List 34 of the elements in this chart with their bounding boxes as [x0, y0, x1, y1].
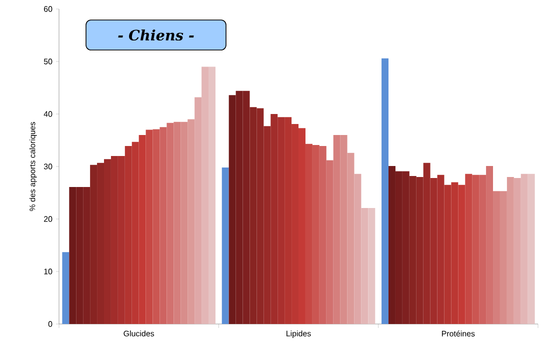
bar: [188, 119, 195, 324]
bar: [222, 168, 229, 324]
bar: [152, 129, 160, 324]
bar: [326, 160, 334, 324]
bar: [146, 130, 153, 324]
bar: [361, 208, 368, 324]
bar: [305, 144, 312, 324]
bar: [160, 127, 167, 324]
bar: [479, 174, 486, 324]
bar: [340, 135, 348, 324]
bar: [62, 252, 70, 324]
bar: [354, 174, 362, 324]
bar: [180, 122, 188, 324]
bar: [319, 146, 326, 324]
bar: [202, 66, 209, 324]
bar: [465, 174, 472, 324]
bar: [208, 66, 216, 324]
bar: [368, 208, 376, 324]
bar: [528, 174, 535, 324]
bar: [194, 97, 202, 324]
text: - Chiens -: [118, 29, 194, 41]
bar: [472, 174, 480, 324]
bar: [166, 122, 174, 324]
bar: [514, 178, 521, 324]
bar: [493, 191, 500, 324]
bar: [347, 152, 354, 324]
bar: [333, 135, 340, 324]
bar: [312, 144, 320, 324]
bar: [500, 191, 507, 324]
bar: [174, 122, 181, 324]
bar: [382, 58, 388, 324]
bar: [520, 174, 528, 324]
bar: [486, 166, 494, 324]
bar: [506, 177, 514, 324]
